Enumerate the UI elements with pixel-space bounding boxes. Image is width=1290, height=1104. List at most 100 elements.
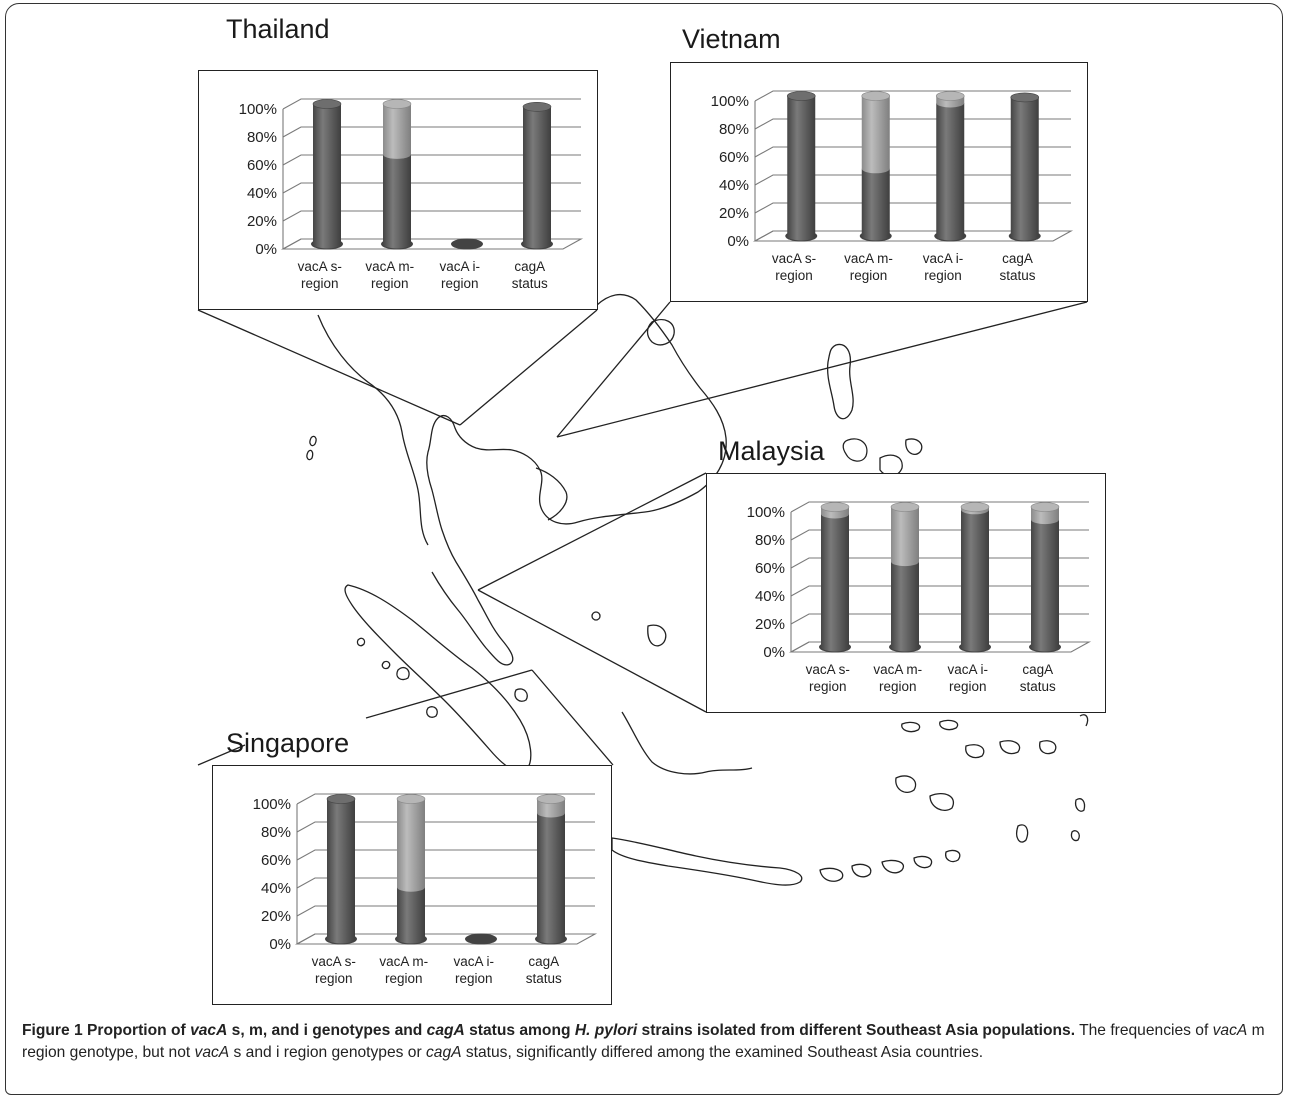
island xyxy=(895,775,917,793)
chart-title-thailand: Thailand xyxy=(226,14,330,44)
x-tick-label: cagA xyxy=(1022,662,1053,677)
caption-part: H. pylori xyxy=(574,1022,638,1039)
island xyxy=(939,719,959,731)
island xyxy=(591,611,601,621)
x-tick-label: region xyxy=(809,679,847,694)
bar-top xyxy=(1030,502,1060,512)
x-tick-label: vacA i- xyxy=(923,251,964,266)
bar-segment xyxy=(327,799,355,944)
x-tick-label: vacA i- xyxy=(440,259,481,274)
x-tick-label: region xyxy=(371,276,409,291)
chart-title-malaysia: Malaysia xyxy=(718,436,825,466)
y-tick-label: 100% xyxy=(711,93,749,110)
y-tick-label: 100% xyxy=(747,504,785,521)
island xyxy=(851,863,872,878)
gridline xyxy=(282,98,581,110)
y-tick-label: 60% xyxy=(261,852,291,869)
singapore-callout-line xyxy=(197,744,246,766)
gridline xyxy=(282,210,581,222)
gridline xyxy=(790,585,1089,597)
island xyxy=(647,624,667,647)
island xyxy=(356,637,366,647)
coastline xyxy=(426,293,727,666)
gridline xyxy=(754,202,1071,214)
x-tick-label: vacA s- xyxy=(806,662,850,677)
southeast-asia-map xyxy=(197,293,1089,886)
gridline xyxy=(296,793,595,805)
chart-title-vietnam: Vietnam xyxy=(682,24,781,54)
y-tick-label: 100% xyxy=(239,101,277,118)
island xyxy=(426,706,438,718)
chart-singapore: 0% 20% 40% 60% 80% 100% vacA s-region vacA m-re… xyxy=(212,765,612,1005)
bar-top xyxy=(890,502,920,512)
island xyxy=(826,343,854,420)
x-tick-label: region xyxy=(850,268,888,283)
y-tick-label: 80% xyxy=(261,824,291,841)
y-tick-label: 60% xyxy=(755,560,785,577)
gridline xyxy=(754,118,1071,130)
caption-part: vacA xyxy=(194,1044,230,1061)
bar-segment xyxy=(537,799,565,818)
caption-part: Figure 1 Proportion of xyxy=(22,1022,191,1039)
bar-segment xyxy=(891,561,919,652)
island xyxy=(842,438,868,462)
y-tick-label: 0% xyxy=(269,936,291,953)
caption-part: status among xyxy=(464,1022,575,1039)
caption-part: cagA xyxy=(426,1022,465,1039)
x-tick-label: vacA s- xyxy=(298,259,342,274)
caption-part: vacA xyxy=(1212,1022,1248,1039)
bar-segment xyxy=(383,154,411,249)
y-tick-label: 20% xyxy=(261,908,291,925)
gridline xyxy=(754,90,1071,102)
x-tick-label: vacA i- xyxy=(948,662,989,677)
bar-segment xyxy=(397,799,425,892)
x-tick-label: cagA xyxy=(528,954,559,969)
gridline xyxy=(790,529,1089,541)
bar-top xyxy=(536,794,566,804)
bar-top xyxy=(382,99,412,109)
bar-segment xyxy=(936,103,965,241)
x-tick-label: vacA m- xyxy=(873,662,922,677)
y-tick-label: 80% xyxy=(247,129,277,146)
bar-segment xyxy=(961,509,989,652)
bar-top xyxy=(326,794,356,804)
bar-segment xyxy=(537,813,565,944)
island xyxy=(1074,798,1086,812)
chart-thailand: 0% 20% 40% 60% 80% 100% vacA s-region vacA m-re… xyxy=(198,70,598,310)
thailand-callout-line xyxy=(197,309,461,426)
x-tick-label: vacA m- xyxy=(844,251,893,266)
bar-segment xyxy=(523,106,551,249)
y-tick-label: 20% xyxy=(247,213,277,230)
x-tick-label: region xyxy=(301,276,339,291)
vietnam-callout-line xyxy=(556,301,671,438)
island xyxy=(945,849,961,863)
y-tick-label: 0% xyxy=(727,233,749,250)
y-tick-label: 100% xyxy=(253,796,291,813)
malaysia-callout-line xyxy=(477,589,707,713)
figure-caption: Figure 1 Proportion of vacA s, m, and i … xyxy=(22,1020,1272,1064)
x-tick-label: region xyxy=(385,971,423,986)
x-tick-label: vacA i- xyxy=(454,954,495,969)
gridline xyxy=(790,501,1089,513)
y-tick-label: 40% xyxy=(261,880,291,897)
bar-top xyxy=(786,91,816,101)
malaysia-callout-line xyxy=(477,472,707,591)
island xyxy=(999,740,1021,755)
bar-top xyxy=(960,502,990,512)
gridline xyxy=(296,821,595,833)
bar-segment xyxy=(1010,97,1039,241)
bar-segment xyxy=(891,507,919,567)
y-tick-label: 60% xyxy=(247,157,277,174)
x-tick-label: status xyxy=(1000,268,1036,283)
bar-top xyxy=(396,794,426,804)
island xyxy=(929,793,954,811)
thailand-callout-line xyxy=(459,309,598,426)
island xyxy=(905,438,923,455)
singapore-callout-line xyxy=(365,669,533,719)
x-tick-label: vacA m- xyxy=(365,259,414,274)
bar-segment xyxy=(383,104,411,159)
y-tick-label: 40% xyxy=(247,185,277,202)
x-tick-label: cagA xyxy=(514,259,545,274)
island xyxy=(1039,740,1057,755)
island xyxy=(381,660,391,670)
